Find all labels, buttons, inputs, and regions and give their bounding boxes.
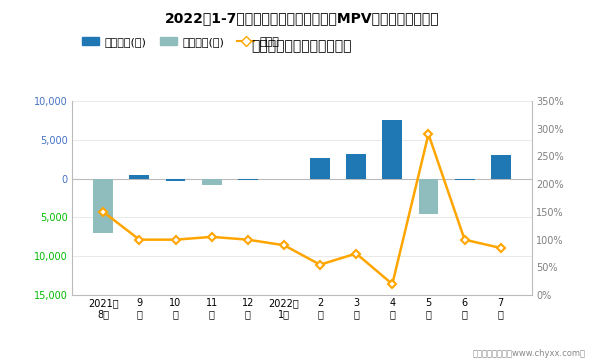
Bar [129,175,149,179]
Bar [346,154,366,179]
Bar [238,179,258,180]
Bar [491,155,510,179]
Bar [419,179,439,213]
Text: 制图：智研咨询（www.chyxx.com）: 制图：智研咨询（www.chyxx.com） [473,349,586,358]
Bar [310,158,330,179]
Bar [202,179,222,185]
Legend: 积压库存(辆), 清仓库存(辆), 产销率: 积压库存(辆), 清仓库存(辆), 产销率 [78,32,284,51]
Bar [455,179,475,180]
Text: 2022年1-7月上汽通用五菱旗下最畅销MPV（五菱宏光）近一: 2022年1-7月上汽通用五菱旗下最畅销MPV（五菱宏光）近一 [165,11,439,25]
Bar [165,179,185,181]
Text: 年库存情况及产销率统计图: 年库存情况及产销率统计图 [252,40,352,54]
Bar [94,179,113,233]
Bar [382,120,402,179]
